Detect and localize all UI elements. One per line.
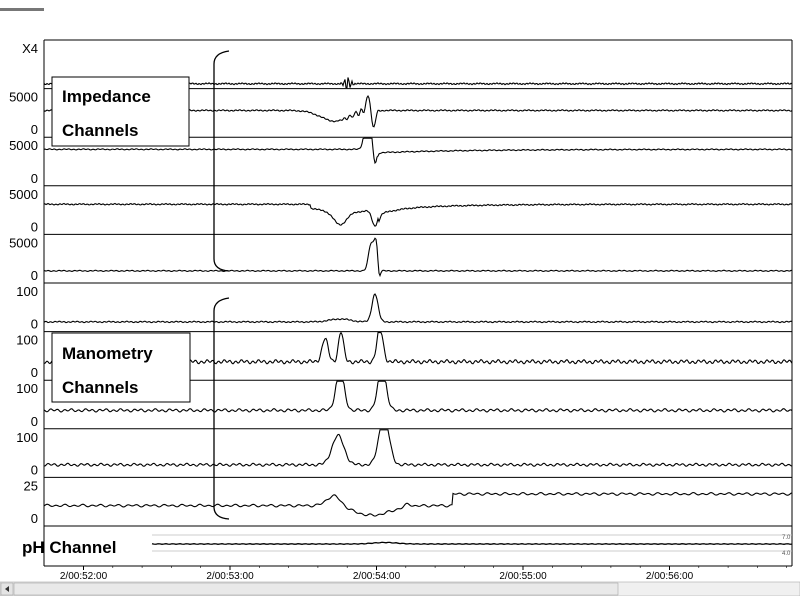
- manometry-bracket: [213, 297, 230, 520]
- impedance-label-box: [51, 76, 190, 147]
- y-label-top-impedance-4: 5000: [9, 187, 38, 202]
- channel-traces: [43, 77, 793, 517]
- time-axis-ticks: 2/00:52:00 2/00:53:00 2/00:54:00 2/00:55:00…: [60, 566, 788, 582]
- manometry-label-line1: Manometry: [62, 344, 153, 363]
- y-label-bottom-impedance-3: 0: [31, 171, 38, 186]
- y-label-top-manometry-4: 100: [16, 430, 38, 445]
- trace-impedance-3: [43, 137, 793, 165]
- y-label-bottom-manometry-1: 0: [31, 317, 38, 332]
- ph-tick-bottom: 4.0: [782, 551, 791, 557]
- trace-manometry-4: [43, 429, 793, 467]
- impedance-bracket: [213, 50, 230, 272]
- y-label-bottom-manometry-5: 0: [31, 511, 38, 526]
- y-label-bottom-impedance-2: 0: [31, 122, 38, 137]
- y-label-top-manometry-1: 100: [16, 284, 38, 299]
- y-label-top-impedance-3: 5000: [9, 138, 38, 153]
- y-label-top-manometry-5: 25: [24, 478, 38, 493]
- x-tick-label: 2/00:56:00: [646, 571, 694, 582]
- y-label-bottom-impedance-5: 0: [31, 268, 38, 283]
- ph-trace: [151, 541, 793, 545]
- y-label-bottom-manometry-2: 0: [31, 365, 38, 380]
- y-label-bottom-manometry-4: 0: [31, 462, 38, 477]
- manometry-label-box: [51, 332, 191, 403]
- trace-manometry-5: [43, 491, 793, 517]
- x-tick-label: 2/00:54:00: [353, 571, 401, 582]
- ph-channel-label: pH Channel: [22, 538, 116, 557]
- window-tab: [0, 8, 44, 11]
- x-tick-label: 2/00:53:00: [206, 571, 254, 582]
- y-label-top-manometry-3: 100: [16, 381, 38, 396]
- scrollbar-thumb[interactable]: [13, 582, 619, 596]
- impedance-label-line2: Channels: [62, 121, 139, 140]
- y-label-top-manometry-2: 100: [16, 333, 38, 348]
- y-label-bottom-manometry-3: 0: [31, 414, 38, 429]
- trace-impedance-4: [43, 202, 793, 227]
- y-label-top-impedance-5: 5000: [9, 235, 38, 250]
- ph-tick-top: 7.0: [782, 535, 791, 541]
- y-label-top-impedance-2: 5000: [9, 90, 38, 105]
- manometry-label-line2: Channels: [62, 378, 139, 397]
- x-tick-label: 2/00:55:00: [499, 571, 547, 582]
- trace-manometry-3: [43, 380, 793, 413]
- time-axis-band: [0, 566, 800, 582]
- trace-manometry-1: [43, 293, 793, 324]
- x-tick-label: 2/00:52:00: [60, 571, 108, 582]
- panel-dividers: [44, 39, 792, 527]
- y-axis-labels: X450000500005000050000100010001000100025…: [9, 41, 38, 526]
- scroll-left-arrow-icon: [5, 586, 9, 592]
- y-label-top-impedance-1: X4: [22, 41, 38, 56]
- y-label-bottom-impedance-4: 0: [31, 219, 38, 234]
- impedance-label-line1: Impedance: [62, 87, 151, 106]
- trace-impedance-5: [43, 237, 793, 278]
